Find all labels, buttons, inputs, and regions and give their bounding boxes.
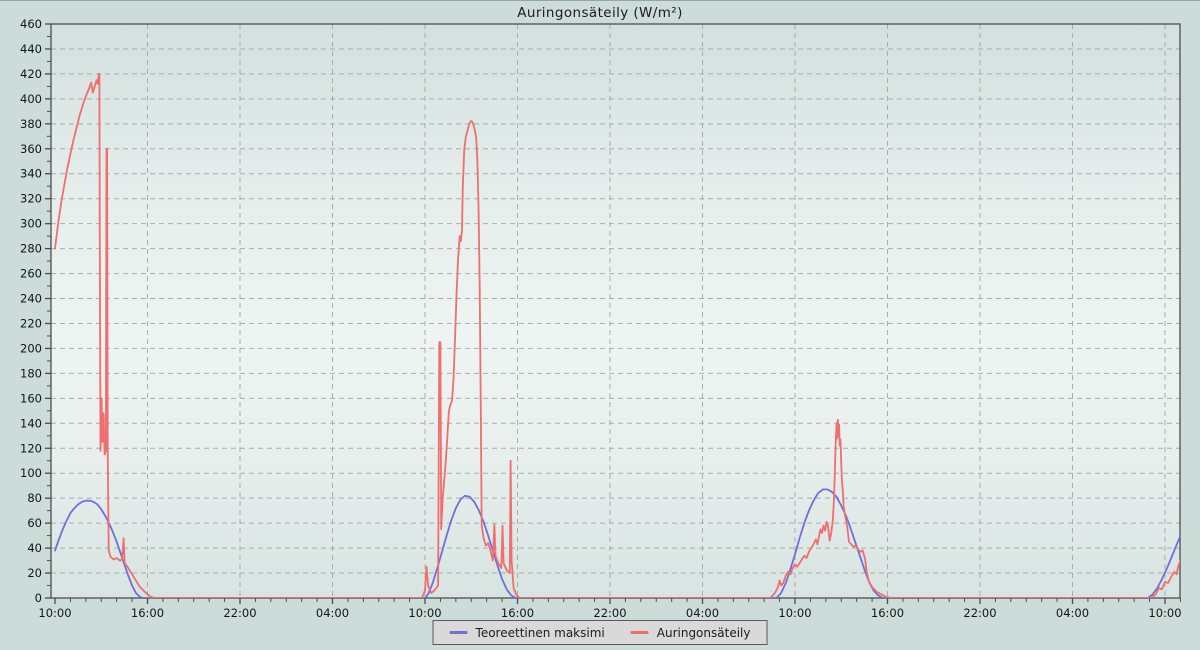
y-axis: 0 20 40 60 80 100 120 140 160 180 200 220 240 260 280 3…	[20, 17, 51, 605]
series-auringons-teily	[54, 73, 1180, 598]
series-group	[54, 73, 1180, 598]
grid	[51, 24, 1180, 598]
legend-line-sample-teoreettinen	[449, 631, 468, 634]
x-tick-label: 10:00	[1148, 606, 1181, 620]
y-tick-label: 400	[20, 92, 42, 106]
x-tick-label: 16:00	[501, 606, 534, 620]
x-tick-label: 04:00	[1056, 606, 1089, 620]
y-tick-label: 0	[35, 591, 42, 605]
y-tick-label: 340	[20, 167, 42, 181]
plot-area	[51, 24, 1180, 598]
x-tick-label: 04:00	[316, 606, 349, 620]
series-teoreettinen-maksimi	[54, 488, 1180, 598]
y-tick-label: 20	[27, 566, 42, 580]
y-tick-label: 360	[20, 142, 42, 156]
y-tick-label: 420	[20, 67, 42, 81]
y-tick-label: 180	[20, 366, 42, 380]
y-tick-label: 40	[27, 541, 42, 555]
y-tick-label: 140	[20, 416, 42, 430]
x-tick-label: 16:00	[131, 606, 164, 620]
chart-title: Auringonsäteily (W/m²)	[517, 5, 683, 21]
legend-item-auringonsateily: Auringonsäteily	[630, 625, 751, 640]
legend-label-teoreettinen: Teoreettinen maksimi	[475, 625, 605, 640]
y-tick-label: 160	[20, 391, 42, 405]
legend-line-sample-auringonsateily	[630, 631, 649, 634]
y-tick-label: 300	[20, 217, 42, 231]
y-tick-label: 80	[27, 491, 42, 505]
y-tick-label: 200	[20, 341, 42, 355]
x-tick-label: 22:00	[223, 606, 256, 620]
y-tick-label: 120	[20, 441, 42, 455]
y-tick-label: 100	[20, 466, 42, 480]
legend-item-teoreettinen-maksimi: Teoreettinen maksimi	[449, 625, 605, 640]
x-tick-label: 04:00	[686, 606, 719, 620]
y-tick-label: 280	[20, 242, 42, 256]
x-tick-label: 10:00	[38, 606, 71, 620]
y-tick-label: 320	[20, 192, 42, 206]
y-tick-label: 240	[20, 292, 42, 306]
y-tick-label: 60	[27, 516, 42, 530]
x-tick-label: 22:00	[593, 606, 626, 620]
chart-legend: Teoreettinen maksimi Auringonsäteily	[432, 620, 768, 645]
x-tick-label: 10:00	[408, 606, 441, 620]
y-tick-label: 380	[20, 117, 42, 131]
y-tick-label: 260	[20, 267, 42, 281]
x-axis: 10:00 16:00 22:00 04:00 10:00 16:00 22:00 04:00…	[38, 598, 1182, 620]
x-tick-label: 22:00	[963, 606, 996, 620]
y-tick-label: 440	[20, 42, 42, 56]
x-tick-label: 16:00	[871, 606, 904, 620]
legend-label-auringonsateily: Auringonsäteily	[656, 625, 751, 640]
x-tick-label: 10:00	[778, 606, 811, 620]
y-tick-label: 460	[20, 17, 42, 31]
y-tick-label: 220	[20, 316, 42, 330]
